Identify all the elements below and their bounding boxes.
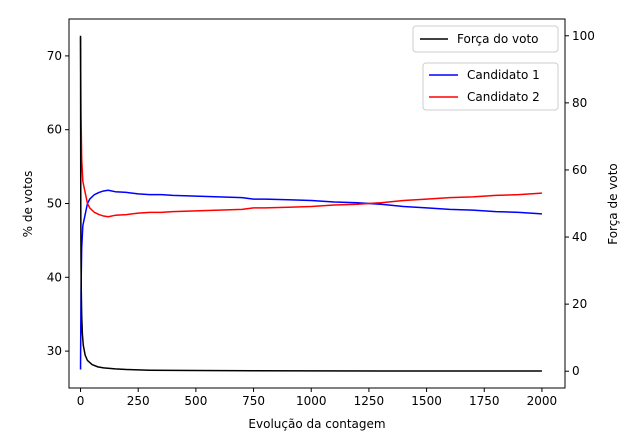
right-tick-label: 40 (572, 230, 587, 244)
x-tick-label: 1500 (411, 394, 442, 408)
x-tick-label: 250 (127, 394, 150, 408)
left-axis-ticks: 30 40 50 60 70 (47, 49, 69, 358)
legend-label-candidato-1: Candidato 1 (467, 68, 540, 82)
legend-box (412, 25, 559, 53)
x-tick-label: 2000 (527, 394, 558, 408)
left-tick-label: 70 (47, 49, 62, 63)
right-tick-label: 60 (572, 163, 587, 177)
legend-left-axis: Candidato 1 Candidato 2 (422, 62, 559, 111)
left-tick-label: 50 (47, 197, 62, 211)
right-axis-label: Força de voto (606, 163, 620, 245)
x-tick-label: 1750 (469, 394, 500, 408)
legend-label-candidato-2: Candidato 2 (467, 90, 540, 104)
series-line-candidato-2 (79, 37, 542, 218)
x-axis-label: Evolução da contagem (248, 417, 385, 431)
right-tick-label: 0 (572, 364, 580, 378)
right-axis-ticks: 0 20 40 60 80 100 (565, 29, 595, 378)
x-tick-label: 750 (242, 394, 265, 408)
right-tick-label: 20 (572, 297, 587, 311)
series-lines (79, 35, 542, 372)
x-tick-label: 1250 (354, 394, 385, 408)
series-line-for-a-do-voto (79, 35, 542, 372)
series-line-candidato-1 (79, 189, 542, 370)
legend-label-forca: Força do voto (457, 32, 539, 46)
legend-right-axis: Força do voto (412, 25, 559, 53)
right-tick-label: 80 (572, 96, 587, 110)
left-axis-label: % de votos (21, 171, 35, 238)
left-tick-label: 30 (47, 344, 62, 358)
x-tick-label: 1000 (296, 394, 327, 408)
right-tick-label: 100 (572, 29, 595, 43)
left-tick-label: 60 (47, 123, 62, 137)
x-tick-label: 500 (184, 394, 207, 408)
x-axis-ticks: 0 250 500 750 1000 1250 1500 1750 2000 (77, 388, 557, 408)
x-tick-label: 0 (77, 394, 85, 408)
left-tick-label: 40 (47, 270, 62, 284)
